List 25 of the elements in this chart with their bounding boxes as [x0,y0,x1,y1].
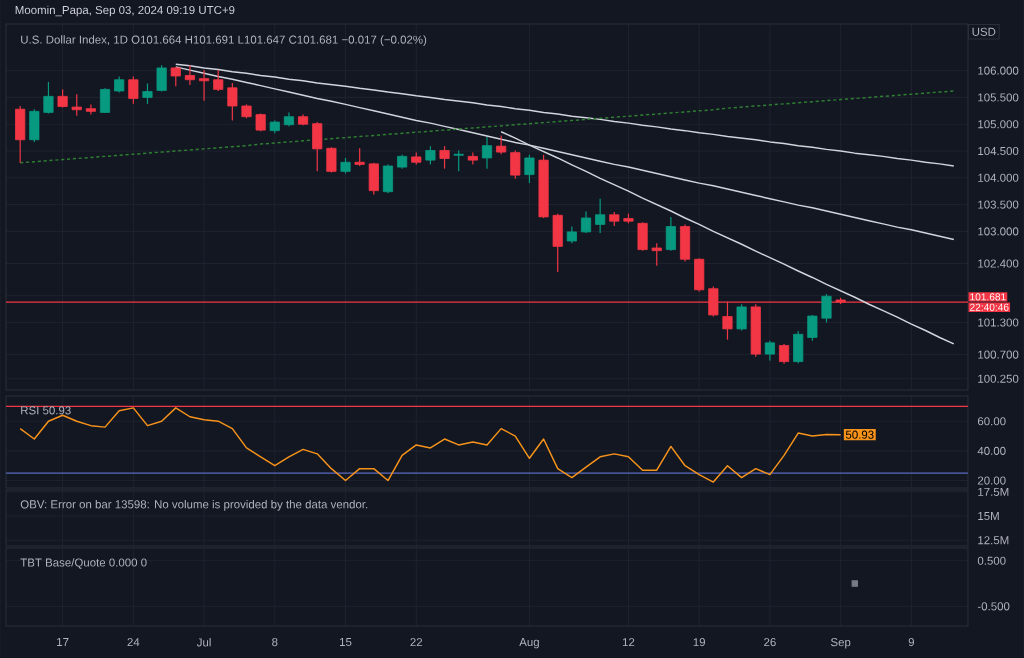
candlestick [85,103,96,116]
candlestick [665,216,676,252]
candlestick [425,145,436,165]
candlestick [778,343,790,365]
candlestick [736,303,747,332]
candlestick [184,64,195,86]
candlestick [439,145,450,170]
candlestick [595,198,606,234]
candlestick [580,210,592,234]
candlestick [99,87,111,114]
candlestick [453,149,464,172]
candlestick [156,64,167,93]
candlestick [382,163,394,194]
candlestick [481,136,493,170]
candlestick [15,105,26,164]
line-series [19,90,955,164]
candlestick [510,149,521,180]
candlestick [128,75,139,105]
candlestick [199,69,210,102]
candlestick [524,154,535,184]
candlestick [142,82,153,105]
candlestick [764,340,775,362]
candlestick [496,134,507,155]
candlestick [679,223,691,262]
candlestick [368,162,379,195]
